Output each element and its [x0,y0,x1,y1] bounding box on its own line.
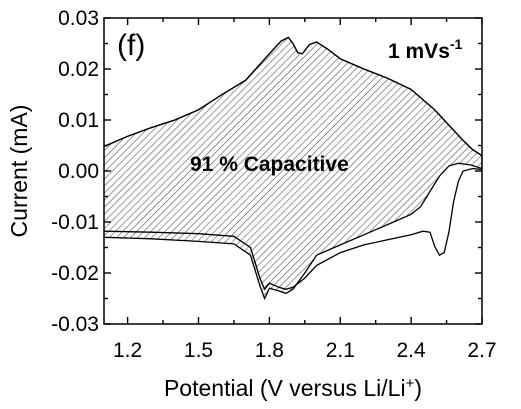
y-tick-label: 0.03 [58,7,99,30]
x-tick-label: 2.7 [467,339,496,362]
y-tick-label: -0.01 [51,211,99,234]
y-tick-labels: -0.03 -0.02 -0.01 0.00 0.01 0.02 0.03 [51,7,99,336]
scan-rate-label: 1 mVs-1 [388,36,463,63]
panel-label: (f) [117,29,145,62]
axis-ticks [104,17,483,325]
x-axis-title: Potential (V versus Li/Li+) [164,375,422,401]
y-tick-label: 0.00 [58,160,99,183]
x-tick-label: 1.5 [184,339,213,362]
y-tick-label: -0.02 [51,262,99,285]
x-tick-labels: 1.2 1.5 1.8 2.1 2.4 2.7 [113,339,497,362]
x-tick-label: 2.1 [326,339,355,362]
capacitive-percentage-label: 91 % Capacitive [190,153,349,176]
y-tick-label: 0.01 [58,109,99,132]
x-tick-label: 1.8 [255,339,284,362]
x-tick-label: 2.4 [396,339,426,362]
total-cv-curve [104,36,482,291]
y-tick-label: -0.03 [51,313,99,336]
plot-area [104,36,482,301]
y-axis-title: Current (mA) [6,105,32,238]
x-tick-label: 1.2 [113,339,142,362]
y-tick-label: 0.02 [58,58,99,81]
